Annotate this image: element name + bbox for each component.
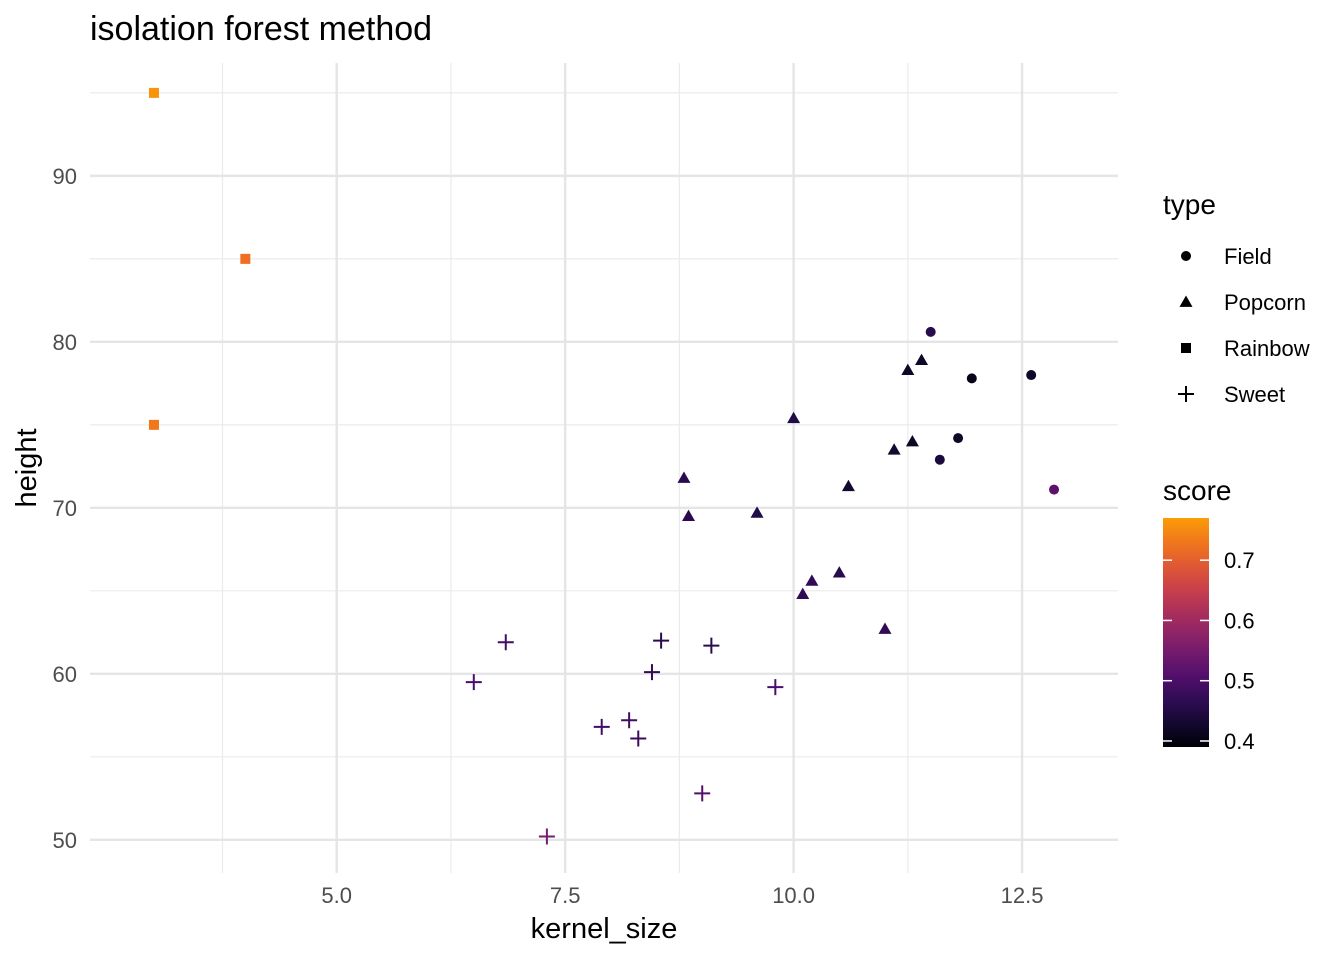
colorbar [1163,518,1209,747]
x-axis-ticks: 5.0 7.5 10.0 12.5 [321,883,1043,908]
y-tick-label: 50 [53,828,77,853]
legend-type: type Field Popcorn Rainbow Sweet [1163,189,1310,407]
point-sweet [767,679,784,696]
point-sweet [653,632,670,649]
point-popcorn [841,479,855,492]
legend-label-sweet: Sweet [1224,382,1285,407]
x-tick-label: 7.5 [550,883,581,908]
point-popcorn [887,443,901,455]
point-sweet [630,730,647,747]
y-tick-label: 60 [53,662,77,687]
point-rainbow [148,87,159,98]
point-rainbow [240,253,251,264]
point-field [953,433,964,444]
point-field [934,454,945,465]
legend-key-field [1181,251,1191,261]
x-axis-label: kernel_size [531,913,678,945]
colorbar-tick-label: 0.4 [1224,729,1255,754]
point-sweet [643,664,660,681]
point-popcorn [805,574,819,586]
x-tick-label: 12.5 [1001,883,1044,908]
point-sweet [621,712,638,729]
legend-key-rainbow [1181,343,1191,353]
point-popcorn [901,363,915,375]
point-field [1049,484,1060,495]
point-popcorn [905,434,919,447]
point-rainbow [148,419,159,430]
x-tick-label: 5.0 [321,883,352,908]
point-popcorn [915,353,929,365]
chart-title: isolation forest method [90,10,432,48]
point-popcorn [796,587,810,600]
point-field [1026,370,1037,381]
point-popcorn [878,622,892,634]
point-popcorn [682,509,696,522]
legend-type-title: type [1163,189,1216,220]
point-sweet [703,637,720,654]
point-field [925,326,936,337]
point-popcorn [750,506,764,518]
colorbar-tick-label: 0.5 [1224,669,1255,694]
x-tick-label: 10.0 [772,883,815,908]
y-tick-label: 80 [53,330,77,355]
y-axis-label: height [11,428,43,507]
data-points [148,87,1060,845]
legend-key-popcorn [1179,295,1193,307]
plot-area [90,63,1118,873]
point-sweet [694,785,711,802]
point-sweet [538,828,555,845]
colorbar-tick-label: 0.6 [1224,608,1255,633]
point-sweet [465,674,482,691]
y-axis-ticks: 50 60 70 80 90 [53,164,77,853]
grid-major [90,63,1118,873]
legend-label-rainbow: Rainbow [1224,336,1310,361]
y-tick-label: 70 [53,496,77,521]
point-field [966,373,977,384]
legend-key-sweet [1178,386,1194,402]
point-sweet [497,634,514,651]
grid-minor [90,63,1118,873]
legend-score: score 0.4 0.5 0.6 0.7 [1163,475,1255,754]
legend-score-title: score [1163,475,1231,506]
point-popcorn [832,566,846,578]
colorbar-tick-label: 0.7 [1224,548,1255,573]
y-tick-label: 90 [53,164,77,189]
point-popcorn [677,471,691,483]
point-sweet [593,718,610,735]
legend-label-field: Field [1224,244,1272,269]
point-popcorn [787,411,801,424]
legend-label-popcorn: Popcorn [1224,290,1306,315]
